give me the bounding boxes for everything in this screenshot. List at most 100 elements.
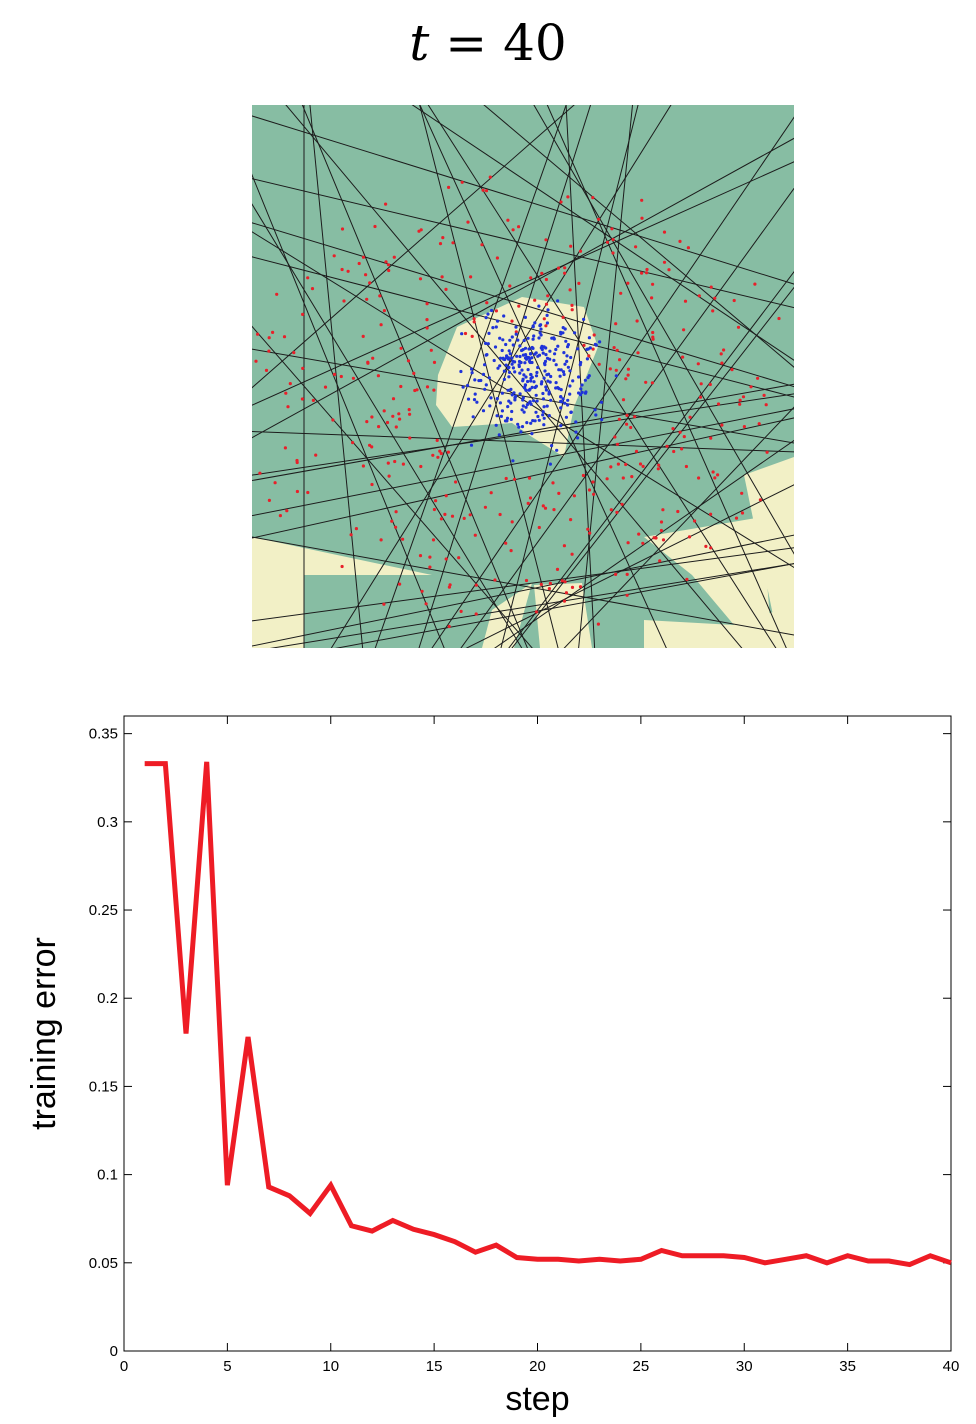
red-sample-point [470, 334, 474, 338]
blue-sample-point [489, 396, 493, 400]
blue-sample-point [548, 349, 552, 353]
blue-sample-point [585, 347, 589, 351]
blue-sample-point [511, 366, 515, 370]
red-sample-point [547, 587, 551, 591]
blue-sample-point [492, 358, 496, 363]
blue-sample-point [554, 381, 558, 385]
boundary-line [419, 105, 559, 648]
blue-sample-point [565, 359, 569, 363]
blue-sample-point [504, 342, 508, 347]
blue-sample-point [534, 384, 538, 388]
blue-sample-point [562, 372, 566, 377]
blue-sample-point [509, 401, 513, 405]
red-sample-point [434, 499, 438, 503]
figure-title: t = 40 [0, 14, 976, 72]
red-sample-point [615, 348, 619, 352]
red-sample-point [626, 373, 630, 377]
red-sample-point [570, 303, 574, 307]
red-sample-point [570, 308, 574, 312]
blue-sample-point [502, 357, 506, 361]
blue-sample-point [531, 346, 535, 350]
blue-sample-point [536, 354, 540, 358]
red-sample-point [555, 567, 560, 571]
red-sample-point [578, 585, 583, 589]
red-sample-point [462, 516, 466, 520]
red-sample-point [420, 589, 424, 593]
blue-sample-point [532, 380, 536, 384]
red-sample-point [440, 275, 444, 279]
boundary-line [511, 286, 794, 648]
red-sample-point [732, 298, 736, 303]
boundary-line [563, 406, 794, 648]
blue-sample-point [559, 368, 563, 372]
red-sample-point [671, 427, 675, 431]
blue-sample-point [469, 443, 474, 447]
red-sample-point [448, 583, 452, 587]
red-sample-point [480, 243, 484, 247]
blue-sample-point [582, 317, 586, 321]
red-sample-point [332, 254, 336, 258]
blue-sample-point [521, 348, 525, 352]
red-sample-point [459, 609, 463, 613]
red-sample-point [749, 385, 753, 389]
blue-sample-point [559, 395, 563, 399]
boundary-line [252, 534, 794, 647]
blue-sample-point [500, 348, 504, 353]
blue-sample-point [495, 414, 499, 418]
red-sample-point [681, 355, 685, 359]
blue-sample-point [541, 413, 545, 417]
blue-sample-point [505, 419, 509, 423]
red-sample-point [306, 490, 310, 495]
red-sample-point [466, 220, 470, 224]
red-sample-point [444, 557, 448, 561]
red-sample-point [578, 249, 583, 253]
boundary-line [252, 115, 794, 285]
red-sample-point [278, 514, 282, 518]
red-sample-point [581, 473, 585, 478]
blue-sample-point [566, 345, 570, 349]
blue-sample-point [534, 410, 538, 414]
red-sample-point [719, 352, 723, 356]
blue-sample-point [494, 423, 498, 427]
blue-sample-point [494, 325, 498, 329]
red-sample-point [431, 538, 436, 542]
red-sample-point [544, 324, 548, 328]
red-sample-point [286, 405, 290, 409]
red-sample-point [398, 582, 402, 586]
red-sample-point [473, 533, 477, 537]
blue-sample-point [518, 392, 522, 396]
red-sample-point [393, 459, 397, 464]
blue-sample-point [539, 327, 543, 331]
blue-sample-point [525, 421, 529, 425]
blue-sample-point [514, 325, 518, 329]
blue-sample-point [554, 363, 558, 367]
red-sample-point [368, 281, 372, 285]
red-sample-point [340, 227, 345, 231]
red-sample-point [608, 367, 612, 371]
blue-sample-point [599, 400, 604, 404]
blue-sample-point [484, 316, 488, 320]
red-sample-point [572, 494, 576, 498]
red-sample-point [635, 319, 639, 323]
red-sample-point [428, 565, 432, 569]
x-axis-label: step [505, 1380, 569, 1418]
title-variable: t [409, 14, 430, 72]
red-sample-point [563, 271, 567, 275]
red-sample-point [659, 520, 664, 524]
blue-sample-point [487, 376, 491, 380]
red-sample-point [267, 349, 271, 353]
red-sample-point [570, 552, 574, 556]
blue-sample-point [557, 387, 561, 391]
blue-sample-point [522, 338, 526, 343]
red-sample-point [431, 453, 435, 457]
red-sample-point [597, 217, 601, 221]
red-sample-point [756, 376, 760, 380]
red-sample-point [680, 447, 684, 451]
y-tick-label: 0.2 [97, 990, 118, 1007]
red-sample-point [370, 445, 374, 449]
red-sample-point [432, 388, 436, 392]
y-tick-label: 0.3 [97, 814, 118, 831]
blue-sample-point [510, 335, 514, 339]
red-sample-point [633, 415, 637, 419]
boundary-line [252, 417, 794, 539]
